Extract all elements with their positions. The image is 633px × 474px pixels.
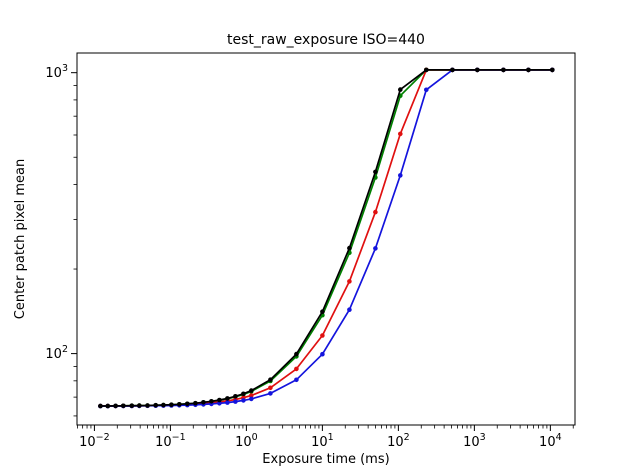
data-point-Gb	[217, 397, 222, 403]
data-point-Gb	[424, 67, 429, 73]
data-point-Gb	[113, 403, 118, 409]
data-point-Gb	[129, 403, 135, 409]
x-minor-ticks	[77, 425, 574, 429]
data-point-Gb	[294, 351, 299, 357]
data-point-Gb	[398, 87, 403, 92]
data-point-B	[347, 307, 352, 313]
data-point-Gb	[137, 403, 142, 408]
x-tick-label: 10−2	[79, 432, 110, 450]
x-axis-label: Exposure time (ms)	[262, 452, 389, 467]
data-point-Gb	[475, 67, 480, 73]
data-point-Gb	[550, 67, 555, 73]
series-Gb-markers	[98, 67, 555, 409]
chart-title: test_raw_exposure ISO=440	[227, 32, 425, 48]
data-point-Gb	[526, 67, 531, 73]
y-tick-label: 103	[45, 63, 68, 81]
series-B-line	[99, 69, 554, 407]
y-major-ticks: 102 103	[45, 63, 77, 362]
series-R-line	[99, 69, 554, 407]
data-point-Gb	[233, 394, 238, 399]
data-point-B	[320, 351, 325, 357]
data-point-B	[398, 173, 403, 178]
data-point-Gb	[241, 391, 246, 397]
series-R-markers	[98, 67, 555, 409]
data-point-Gb	[153, 402, 158, 408]
data-point-R	[294, 366, 299, 372]
series-Gr-line	[99, 69, 554, 407]
x-tick-label: 100	[235, 432, 258, 450]
series-Gr-markers	[98, 67, 555, 409]
data-point-B	[225, 400, 230, 405]
data-point-Gb	[193, 400, 198, 406]
x-tick-label: 104	[539, 432, 562, 450]
data-point-B	[373, 246, 378, 251]
data-point-R	[249, 393, 254, 398]
data-point-R	[398, 131, 403, 137]
y-axis-label: Center patch pixel mean	[13, 159, 28, 320]
data-point-B	[268, 391, 273, 396]
data-point-R	[373, 209, 378, 215]
data-point-Gb	[268, 377, 273, 383]
x-tick-label: 103	[463, 432, 486, 450]
data-point-Gb	[450, 67, 455, 73]
data-point-Gb	[249, 388, 254, 393]
x-tick-label: 10−1	[155, 432, 186, 450]
series-group	[98, 67, 555, 409]
data-point-Gb	[201, 400, 206, 405]
data-point-B	[233, 399, 238, 404]
data-point-Gb	[209, 399, 214, 404]
plot-border	[76, 52, 576, 426]
data-point-Gb	[145, 403, 150, 408]
data-point-Gb	[501, 67, 506, 73]
data-point-R	[320, 333, 325, 338]
x-major-ticks: 10−2 10−1 100 101 102 103 104	[79, 425, 562, 450]
y-tick-label: 102	[45, 344, 68, 362]
data-point-Gb	[161, 402, 166, 408]
data-point-B	[424, 87, 429, 93]
data-point-Gb	[98, 403, 103, 409]
data-point-Gb	[225, 396, 230, 401]
data-point-Gb	[347, 245, 352, 251]
data-point-Gb	[105, 403, 111, 409]
series-B-markers	[98, 67, 555, 409]
data-point-B	[217, 401, 222, 406]
data-point-Gb	[177, 402, 182, 407]
data-point-B	[241, 398, 246, 403]
data-point-Gb	[121, 403, 126, 409]
x-tick-label: 102	[387, 432, 410, 450]
data-point-R	[347, 279, 352, 284]
series-Gb-line	[99, 69, 554, 407]
data-point-Gb	[169, 402, 174, 408]
data-point-R	[268, 385, 273, 391]
data-point-Gb	[373, 169, 378, 175]
data-point-B	[249, 396, 254, 402]
y-minor-ticks	[73, 85, 77, 417]
data-point-B	[294, 377, 299, 383]
x-tick-label: 101	[311, 432, 334, 450]
data-point-Gb	[320, 309, 325, 315]
data-point-Gb	[185, 401, 190, 407]
